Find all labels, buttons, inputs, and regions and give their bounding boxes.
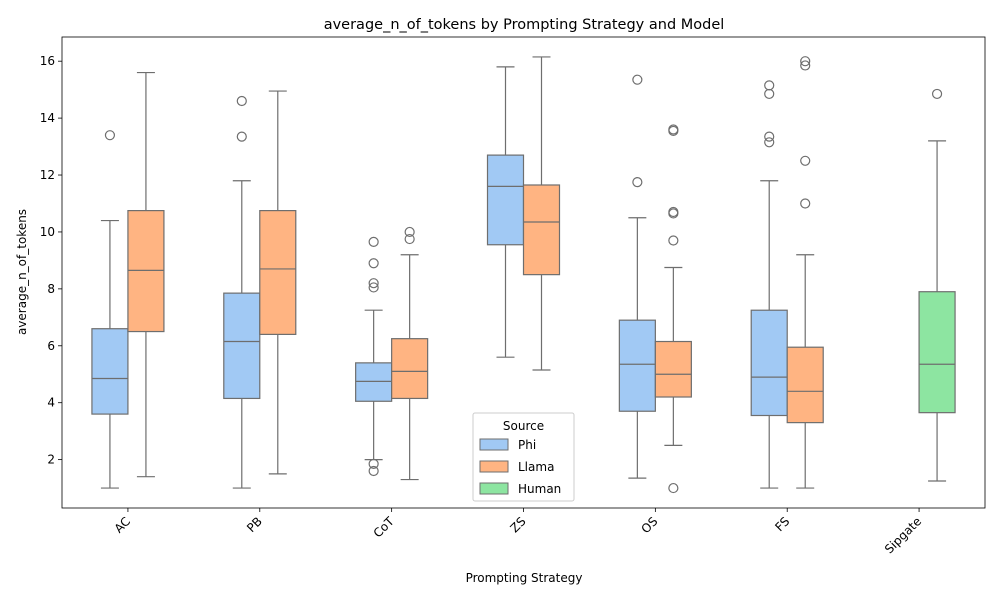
legend-title: Source — [503, 419, 544, 433]
outlier-point — [236, 131, 247, 142]
outlier-point — [764, 88, 775, 100]
box — [91, 328, 129, 415]
outlier-point — [368, 278, 379, 289]
legend-swatch — [479, 482, 509, 495]
outlier-point — [800, 56, 811, 67]
box — [391, 338, 429, 400]
box — [918, 291, 956, 414]
box — [654, 340, 692, 398]
outlier-point — [800, 60, 811, 71]
legend-frame — [472, 412, 575, 502]
box-group — [522, 56, 561, 371]
y-tick-label: 2 — [47, 453, 55, 467]
box — [127, 210, 165, 333]
outlier-point — [668, 235, 679, 246]
outlier-point — [764, 131, 775, 142]
outlier-point — [368, 258, 379, 269]
box — [259, 210, 297, 335]
y-tick-label: 6 — [47, 339, 55, 353]
outlier-point — [368, 282, 379, 293]
y-axis-title: average_n_of_tokens — [15, 209, 29, 335]
box-group — [223, 95, 261, 489]
y-tick-label: 12 — [40, 168, 55, 182]
outlier-point — [668, 482, 679, 494]
outlier-point — [800, 155, 811, 166]
outlier-point — [764, 80, 775, 91]
box-group — [391, 226, 429, 481]
box-group — [618, 74, 656, 479]
box-group — [750, 80, 788, 489]
box-group — [259, 90, 297, 475]
box-group — [127, 71, 165, 478]
outlier-point — [632, 177, 643, 188]
box-group — [918, 88, 956, 482]
box — [618, 319, 656, 412]
box — [750, 309, 788, 417]
box — [522, 184, 561, 276]
x-tick-label: CoT — [371, 514, 398, 541]
x-tick-label: OS — [639, 514, 661, 536]
outlier-point — [368, 236, 379, 248]
x-tick-label: PB — [244, 514, 265, 535]
legend-swatch — [479, 438, 509, 451]
legend-label: Phi — [518, 438, 536, 452]
outlier-point — [668, 206, 679, 218]
box — [223, 292, 261, 400]
box-group — [91, 130, 129, 489]
legend: Source Phi Llama Human — [472, 412, 575, 502]
outlier-point — [764, 137, 775, 148]
box-group — [355, 236, 393, 477]
box — [355, 362, 393, 402]
x-tick-label: Sipgate — [882, 514, 924, 556]
outlier-point — [668, 124, 679, 135]
outlier-point — [404, 226, 415, 238]
y-tick-label: 14 — [40, 111, 55, 125]
box-group — [654, 124, 692, 494]
chart-title: average_n_of_tokens by Prompting Strateg… — [324, 17, 725, 33]
box-group — [786, 56, 824, 489]
outlier-point — [368, 465, 379, 477]
x-axis-title: Prompting Strategy — [466, 571, 583, 585]
outlier-point — [404, 233, 415, 245]
x-tick-label: FS — [772, 514, 792, 534]
outlier-point — [236, 95, 247, 107]
outlier-point — [800, 198, 811, 209]
legend-label: Llama — [518, 460, 554, 474]
box-group — [486, 66, 525, 358]
y-tick-label: 16 — [40, 54, 55, 68]
box — [786, 346, 824, 424]
outlier-point — [368, 458, 379, 469]
x-tick-label: ZS — [508, 514, 529, 535]
box — [486, 154, 525, 246]
outlier-point — [931, 88, 943, 100]
y-tick-label: 4 — [47, 396, 55, 410]
outlier-point — [104, 130, 116, 141]
legend-label: Human — [518, 482, 561, 496]
y-tick-label: 10 — [40, 225, 55, 239]
legend-swatch — [479, 460, 509, 473]
plot-area — [91, 56, 956, 494]
outlier-point — [632, 74, 643, 85]
x-tick-label: AC — [112, 514, 133, 535]
y-tick-label: 8 — [47, 282, 55, 296]
